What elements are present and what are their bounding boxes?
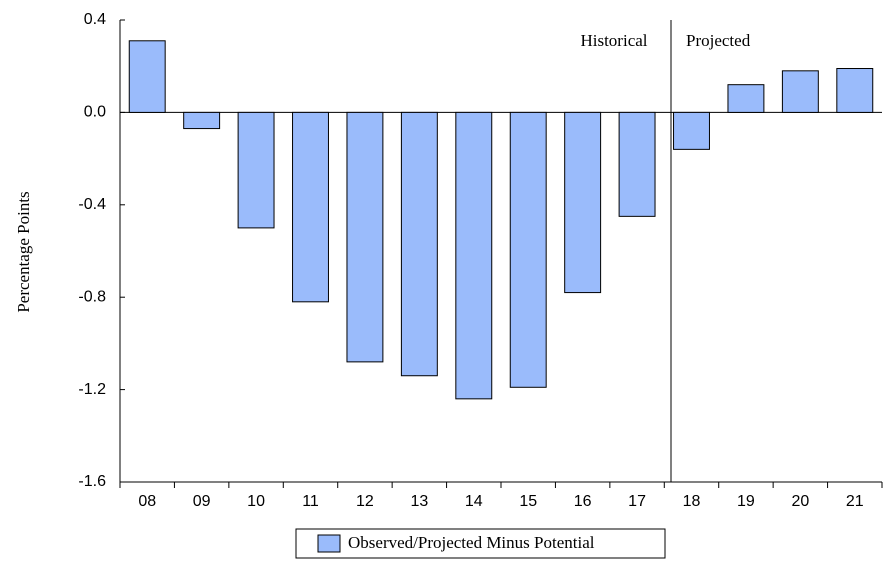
y-tick-label: -0.4 <box>78 196 106 213</box>
annotation: Projected <box>686 31 751 50</box>
x-tick-label: 17 <box>628 493 646 510</box>
y-axis-label: Percentage Points <box>14 191 33 312</box>
x-tick-label: 19 <box>737 493 755 510</box>
legend-swatch <box>317 534 341 553</box>
x-tick-label: 15 <box>519 493 537 510</box>
bar <box>237 111 275 229</box>
bar <box>727 84 765 113</box>
x-tick-label: 18 <box>683 493 701 510</box>
y-tick-label: -1.2 <box>78 381 106 398</box>
x-tick-label: 21 <box>846 493 864 510</box>
bar <box>346 111 384 363</box>
y-tick-label: -0.8 <box>78 288 106 305</box>
x-tick-label: 10 <box>247 493 265 510</box>
bar <box>564 111 602 294</box>
bar <box>836 68 874 113</box>
y-tick-label: 0.4 <box>84 11 106 28</box>
x-tick-label: 11 <box>302 493 319 510</box>
y-tick-label: -1.6 <box>78 473 106 490</box>
bar <box>128 40 166 113</box>
bar <box>292 111 329 303</box>
x-tick-label: 16 <box>574 493 592 510</box>
annotation: Historical <box>580 31 647 50</box>
bar <box>618 111 656 217</box>
x-tick-label: 12 <box>356 493 374 510</box>
legend-label: Observed/Projected Minus Potential <box>348 533 595 552</box>
legend-box <box>295 528 666 559</box>
x-tick-label: 08 <box>138 493 156 510</box>
x-tick-label: 09 <box>193 493 211 510</box>
x-tick-label: 20 <box>791 493 809 510</box>
bar <box>400 111 438 377</box>
y-tick-label: 0.0 <box>84 104 106 121</box>
bar <box>509 111 547 388</box>
x-tick-label: 13 <box>410 493 428 510</box>
x-tick-label: 14 <box>465 493 483 510</box>
bar <box>673 111 710 150</box>
bar <box>455 111 493 400</box>
bar <box>183 111 221 130</box>
bar <box>781 70 819 113</box>
